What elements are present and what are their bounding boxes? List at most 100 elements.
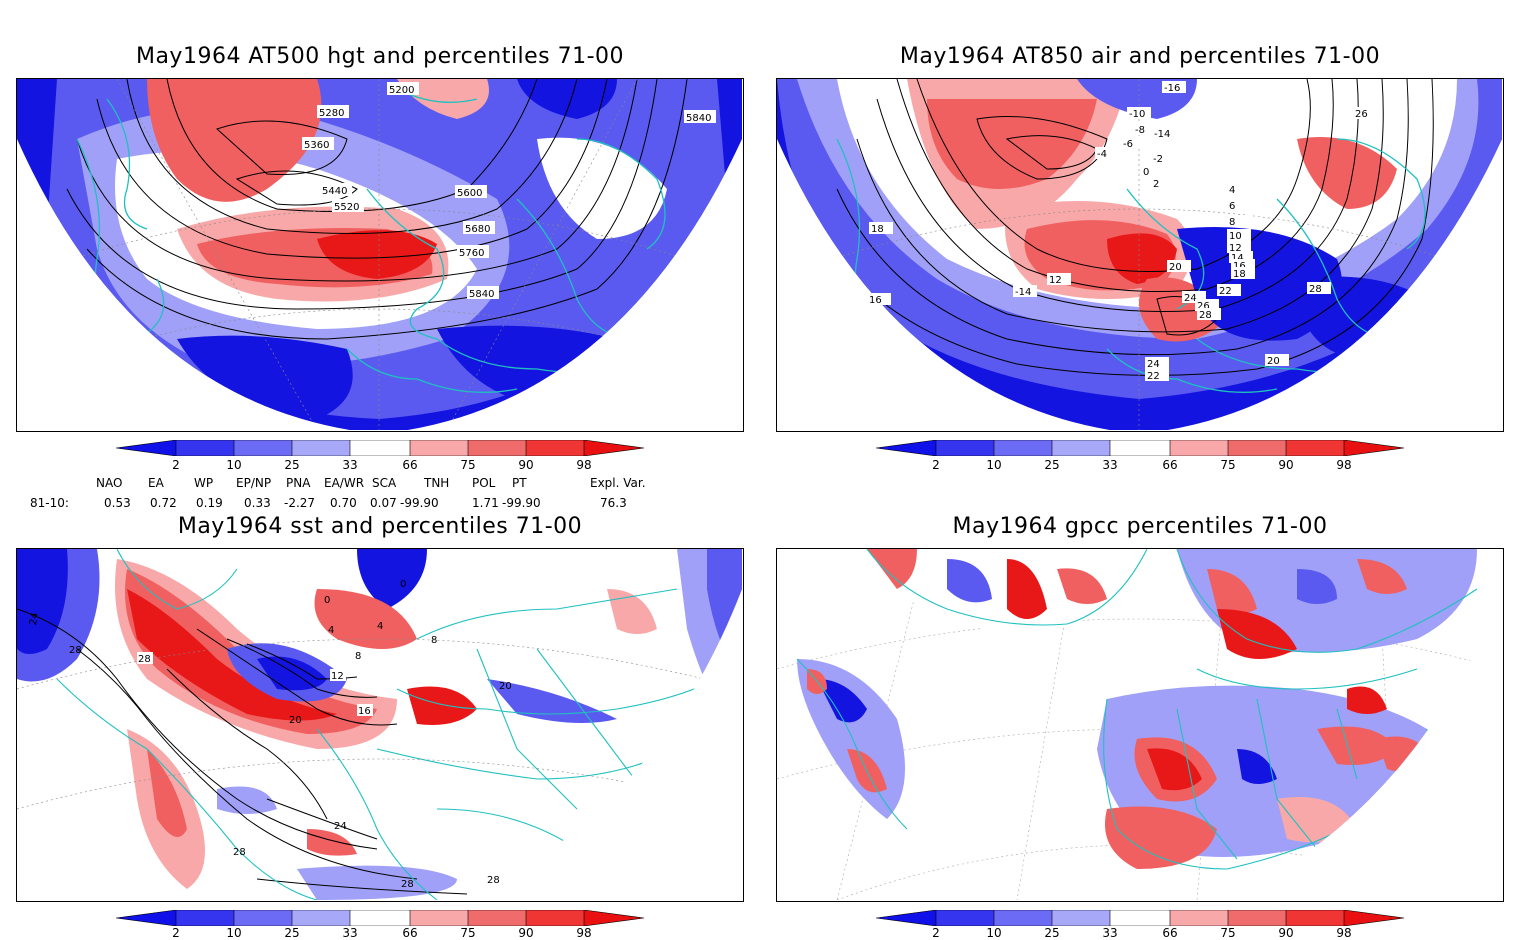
p2-contour-label: 6 — [1229, 201, 1235, 212]
p3-contour-label: 28 — [69, 645, 82, 656]
p2-contour-label: 10 — [1229, 231, 1242, 242]
cb-label: 66 — [402, 458, 418, 472]
p1-contour-label: 5760 — [459, 248, 484, 259]
index-value: 0.19 — [196, 496, 223, 510]
p2-contour-label: 8 — [1229, 217, 1235, 228]
cb-label: 25 — [1044, 458, 1060, 472]
p1-contour-label: 5200 — [389, 85, 414, 96]
p3-contour-label: 24 — [334, 821, 347, 832]
index-value: 0.33 — [244, 496, 271, 510]
cb-seg — [584, 440, 644, 456]
p1-contour-label: 5280 — [319, 108, 344, 119]
p3-contour-label: 20 — [289, 715, 302, 726]
index-name: PNA — [286, 476, 311, 490]
p3-contour-label: 8 — [431, 635, 437, 646]
cb-label: 75 — [460, 458, 476, 472]
cb-label: 98 — [1336, 926, 1352, 940]
panel-3-map: 24 28 28 0 0 4 4 8 8 12 16 20 20 24 28 2… — [16, 548, 744, 902]
p2-contour-label: 4 — [1229, 185, 1235, 196]
index-value: 0.53 — [104, 496, 131, 510]
p2-contour-label: -14 — [1154, 129, 1170, 140]
p2-contour-label: 24 — [1147, 359, 1160, 370]
panel-2-title: May1964 AT850 air and percentiles 71-00 — [899, 44, 1381, 69]
p1-contour-label: 5520 — [334, 202, 359, 213]
p2-contour-label: 26 — [1197, 301, 1210, 312]
cb-label: 2 — [172, 458, 180, 472]
colorbar-2 — [875, 439, 1406, 457]
cb-seg — [176, 440, 234, 456]
p2-contour-label: 16 — [1233, 261, 1246, 272]
p3-contour-label: 28 — [138, 654, 151, 665]
index-name: PT — [512, 476, 527, 490]
p3-contour-label: 16 — [358, 706, 371, 717]
p3-contour-label: 0 — [400, 579, 406, 590]
p3-contour-label: 20 — [499, 681, 512, 692]
index-name: EA — [148, 476, 164, 490]
cb-label: 33 — [1102, 458, 1118, 472]
panel-1-map: 5200 5280 5360 5440 5520 5600 5680 5760 … — [16, 78, 744, 432]
index-name: EP/NP — [236, 476, 272, 490]
p2-contour-label: -2 — [1153, 154, 1163, 165]
cb-label: 75 — [1220, 926, 1236, 940]
cb-label: 10 — [986, 458, 1002, 472]
p3-contour-label: 4 — [328, 625, 334, 636]
cb-label: 66 — [402, 926, 418, 940]
colorbar-3-labels: 2 10 25 33 66 75 90 98 — [116, 926, 646, 940]
index-value: 0.70 — [330, 496, 357, 510]
cb-label: 33 — [1102, 926, 1118, 940]
index-name: Expl. Var. — [590, 476, 646, 490]
panel-2-map: -16 -14 -10 -8 -6 -4 -2 0 2 4 6 8 10 12 … — [776, 78, 1504, 432]
p1-contour-label: 5600 — [457, 188, 482, 199]
p3-contour-label: 8 — [355, 651, 361, 662]
p2-contour-label: 22 — [1147, 371, 1160, 382]
cb-label: 98 — [576, 926, 592, 940]
p2-contour-label: 22 — [1219, 286, 1232, 297]
cb-label: 90 — [1278, 926, 1294, 940]
p2-contour-label: -10 — [1129, 109, 1145, 120]
index-value: -99.90 — [502, 496, 541, 510]
p2-contour-label: -4 — [1097, 149, 1107, 160]
colorbar-2-labels: 2 10 25 33 66 75 90 98 — [876, 458, 1406, 472]
p3-contour-label: 0 — [324, 595, 330, 606]
cb-label: 25 — [1044, 926, 1060, 940]
p1-contour-label: 5840 — [686, 113, 711, 124]
p1-contour-label: 5360 — [304, 140, 329, 151]
p2-contour-label: 20 — [1169, 262, 1182, 273]
colorbar-4-labels: 2 10 25 33 66 75 90 98 — [876, 926, 1406, 940]
index-value: 0.07 — [370, 496, 397, 510]
cb-seg — [410, 440, 468, 456]
p2-contour-label: 12 — [1229, 243, 1242, 254]
p3-contour-label: 12 — [331, 671, 344, 682]
p2-contour-label: 16 — [869, 295, 882, 306]
p3-contour-label: 24 — [28, 612, 41, 626]
cb-label: 75 — [460, 926, 476, 940]
index-value: 76.3 — [600, 496, 627, 510]
cb-label: 90 — [518, 926, 534, 940]
p2-contour-label: -14 — [1015, 287, 1031, 298]
colorbar-1-labels: 2 10 25 33 66 75 90 98 — [116, 458, 646, 472]
panel-4-title: May1964 gpcc percentiles 71-00 — [952, 514, 1328, 539]
index-value: 1.71 — [472, 496, 499, 510]
p3-contour-label: 28 — [233, 847, 246, 858]
cb-label: 25 — [284, 926, 300, 940]
p3-contour-label: 4 — [377, 621, 383, 632]
p2-contour-label: -6 — [1123, 139, 1133, 150]
p2-contour-label: 18 — [871, 224, 884, 235]
index-name: NAO — [96, 476, 123, 490]
cb-seg — [292, 440, 350, 456]
cb-seg — [234, 440, 292, 456]
cb-seg — [116, 440, 176, 456]
index-value: 0.72 — [150, 496, 177, 510]
p2-contour-label: 20 — [1267, 356, 1280, 367]
p2-contour-label: 0 — [1143, 167, 1149, 178]
colorbar-3 — [115, 909, 646, 927]
p2-contour-label: 14 — [1231, 253, 1244, 264]
p3-contour-label: 28 — [401, 879, 414, 890]
cb-label: 98 — [576, 458, 592, 472]
cb-label: 10 — [226, 926, 242, 940]
cb-label: 2 — [172, 926, 180, 940]
panel-4-map — [776, 548, 1504, 902]
p1-contour-label: 5840 — [469, 289, 494, 300]
p2-contour-label: -8 — [1135, 125, 1145, 136]
cb-label: 66 — [1162, 458, 1178, 472]
